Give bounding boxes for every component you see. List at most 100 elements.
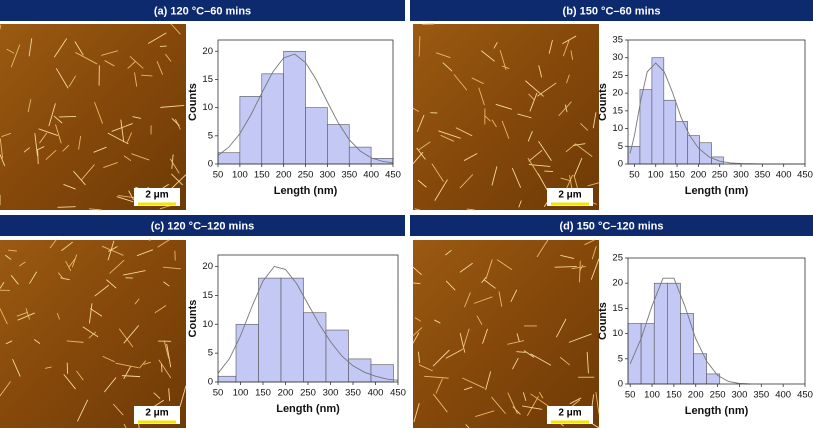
fiber [522, 405, 543, 410]
x-tick-label: 50 [213, 170, 224, 181]
fiber [569, 397, 582, 405]
fiber [106, 279, 117, 289]
bar [667, 282, 681, 385]
fiber [462, 328, 470, 349]
fiber [66, 340, 84, 343]
fiber [462, 377, 485, 389]
fiber [566, 74, 570, 84]
fiber [38, 128, 59, 136]
x-tick-label: 150 [255, 388, 271, 399]
fiber [445, 349, 463, 359]
fiber [471, 77, 484, 84]
fiber [154, 305, 167, 314]
fiber [507, 392, 518, 414]
fiber [595, 391, 600, 415]
afm-image [0, 24, 186, 210]
fiber [412, 327, 423, 337]
fiber [115, 362, 139, 369]
fiber [591, 246, 597, 260]
fiber [481, 276, 487, 284]
bar [699, 142, 712, 165]
fiber [434, 319, 441, 324]
scale-bar-label: 2 μm [145, 190, 168, 201]
fiber [501, 120, 510, 139]
fiber [530, 353, 552, 366]
fiber [455, 127, 473, 137]
fiber [5, 340, 13, 345]
fiber [107, 132, 129, 145]
fiber [0, 282, 5, 289]
fiber [584, 239, 595, 246]
fiber [548, 39, 553, 54]
fiber [45, 150, 57, 160]
x-axis-label: Length (nm) [685, 185, 749, 197]
panel-title: (b) 150 °C–60 mins [563, 5, 661, 17]
fiber [123, 423, 127, 429]
fiber [55, 68, 69, 89]
fiber [131, 153, 150, 161]
fiber [123, 155, 132, 161]
fiber [523, 350, 535, 358]
fiber [435, 378, 443, 394]
fiber [119, 328, 134, 348]
fiber [507, 340, 525, 345]
x-tick-label: 300 [319, 170, 335, 181]
fiber [498, 291, 503, 307]
fiber [10, 275, 19, 285]
fiber [496, 259, 513, 271]
fiber [179, 385, 187, 408]
scale-bar-label: 2 μm [558, 408, 581, 419]
x-tick-label: 450 [797, 170, 813, 181]
fiber [442, 62, 453, 72]
x-tick-label: 250 [300, 388, 316, 399]
fiber [592, 112, 597, 129]
fiber [0, 308, 8, 325]
fiber [476, 315, 483, 325]
fiber [527, 395, 539, 416]
x-tick-label: 100 [648, 170, 664, 181]
fiber [484, 115, 491, 122]
fiber [0, 153, 6, 167]
bar [305, 107, 328, 165]
fiber [6, 48, 15, 54]
fiber [56, 312, 60, 320]
fiber [575, 143, 593, 157]
fiber [132, 116, 142, 119]
fiber [17, 312, 35, 321]
fiber [23, 147, 30, 153]
title-bar [410, 215, 813, 236]
x-tick-label: 350 [341, 170, 357, 181]
fiber [29, 271, 37, 284]
fiber [518, 200, 522, 208]
fiber [445, 249, 452, 256]
bar [693, 353, 707, 385]
bar [627, 145, 641, 165]
fiber [590, 258, 600, 280]
fiber [485, 259, 493, 280]
bar [280, 277, 304, 383]
x-tick-label: 450 [797, 390, 813, 401]
fiber [76, 370, 84, 381]
fiber [44, 366, 52, 369]
fiber [463, 153, 478, 161]
fiber [53, 115, 63, 124]
fiber [481, 50, 495, 62]
fiber [580, 123, 588, 131]
fiber [93, 146, 107, 153]
fiber [485, 371, 492, 391]
x-tick-label: 300 [733, 170, 749, 181]
x-tick-label: 150 [666, 390, 682, 401]
afm-image [413, 240, 599, 428]
fiber [68, 75, 76, 87]
plot-frame [627, 39, 806, 165]
fiber [537, 173, 548, 190]
fiber [68, 258, 76, 267]
fiber [464, 292, 471, 308]
fiber [537, 82, 557, 97]
fiber [5, 254, 12, 260]
fiber [473, 296, 493, 304]
fiber [414, 317, 421, 322]
y-axis-label: Counts [187, 83, 199, 121]
y-tick-label: 0 [208, 377, 213, 388]
fiber [482, 328, 488, 344]
